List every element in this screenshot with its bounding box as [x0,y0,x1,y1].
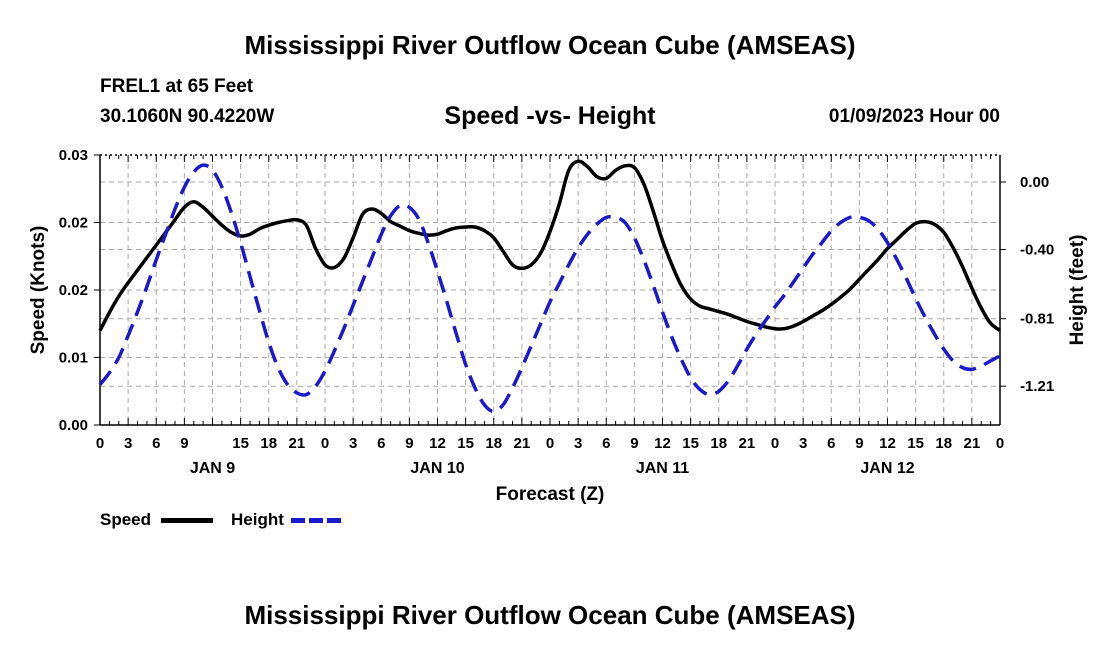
chart-subtitle: Speed -vs- Height [444,102,656,130]
x-tick-label: 21 [964,435,981,452]
x-tick-label: 3 [574,435,582,452]
x-tick-label: 0 [996,435,1004,452]
legend-height-label: Height [231,510,284,529]
x-day-label: JAN 9 [190,460,235,477]
x-tick-label: 12 [879,435,896,452]
x-tick-label: 15 [232,435,249,452]
x-tick-label: 9 [630,435,638,452]
x-tick-label: 18 [260,435,277,452]
x-day-label: JAN 12 [860,460,914,477]
x-tick-label: 6 [827,435,835,452]
legend-speed-swatch [161,518,213,523]
x-tick-label: 3 [799,435,807,452]
y2-tick-label: -0.81 [1020,311,1054,328]
x-axis-title: Forecast (Z) [496,484,605,505]
y-tick-label: 0.02 [59,282,88,299]
x-tick-label: 6 [152,435,160,452]
y2-tick-label: -0.40 [1020,242,1054,259]
y-tick-label: 0.01 [59,350,88,367]
x-day-label: JAN 11 [636,460,689,477]
x-tick-label: 15 [907,435,924,452]
series-line-height [98,163,1001,414]
station-label: FREL1 at 65 Feet [100,76,254,97]
y2-tick-label: 0.00 [1020,174,1049,191]
forecast-datetime: 01/09/2023 Hour 00 [828,106,1000,127]
chart-main-title: Mississippi River Outflow Ocean Cube (AM… [244,30,856,60]
x-tick-label: 0 [321,435,329,452]
x-tick-label: 0 [771,435,779,452]
legend-height-swatch [291,518,343,523]
x-tick-label: 21 [514,435,531,452]
x-tick-label: 9 [180,435,188,452]
x-tick-label: 18 [710,435,727,452]
x-tick-label: 9 [405,435,413,452]
x-tick-label: 0 [96,435,104,452]
coordinates-label: 30.1060N 90.4220W [100,106,275,127]
x-tick-label: 9 [855,435,863,452]
y-tick-label: 0.00 [59,417,88,434]
x-tick-label: 0 [546,435,554,452]
x-tick-label: 18 [935,435,952,452]
x-tick-label: 21 [739,435,756,452]
y-axis-title: Speed (Knots) [28,226,49,355]
x-tick-label: 21 [289,435,306,452]
legend-speed-label: Speed [100,510,152,529]
x-tick-label: 3 [349,435,357,452]
series-line-speed [98,159,1002,332]
footer-title: Mississippi River Outflow Ocean Cube (AM… [244,600,856,630]
y-tick-label: 0.03 [59,147,88,164]
x-tick-label: 12 [654,435,671,452]
x-tick-label: 6 [602,435,610,452]
y-tick-label: 0.02 [59,215,88,232]
x-tick-label: 15 [457,435,474,452]
y2-axis-title: Height (feet) [1067,235,1088,346]
x-tick-label: 6 [377,435,385,452]
x-tick-label: 3 [124,435,132,452]
x-tick-label: 18 [485,435,502,452]
x-day-label: JAN 10 [410,460,464,477]
x-tick-label: 12 [429,435,446,452]
x-tick-label: 15 [682,435,699,452]
y2-tick-label: -1.21 [1020,378,1054,395]
